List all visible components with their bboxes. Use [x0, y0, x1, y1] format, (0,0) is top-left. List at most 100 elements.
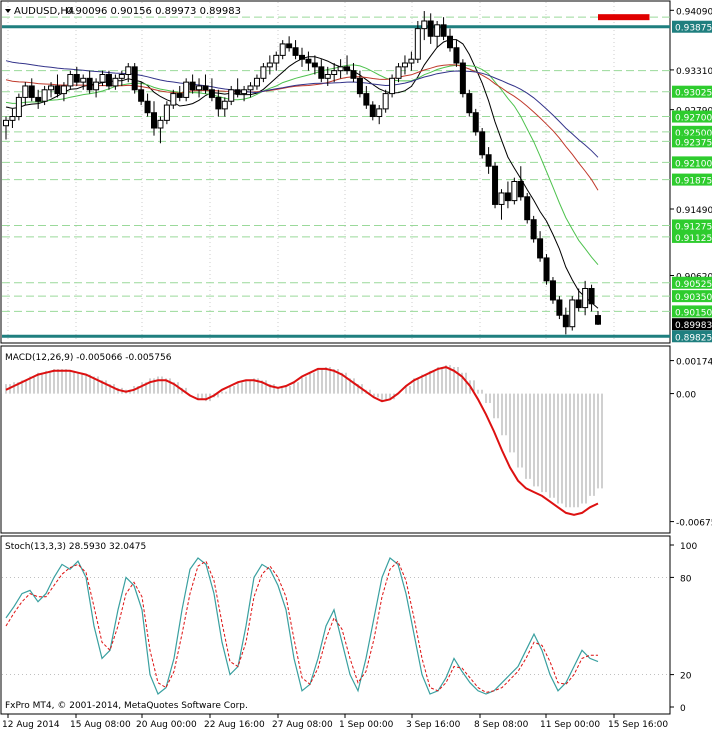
candle-body [144, 100, 151, 114]
candle-body [176, 93, 183, 98]
level-price-box [672, 85, 712, 98]
candle-body [311, 62, 318, 68]
candle-body [427, 20, 434, 37]
level-price-box [672, 276, 712, 289]
candle-body [54, 85, 61, 95]
price-grid [7, 2, 615, 342]
candle-body [524, 196, 531, 221]
price-axis: 0.940900.938750.933100.930250.927900.927… [670, 7, 712, 343]
candle-body [414, 28, 421, 60]
candle-body [382, 93, 389, 110]
candle-body [549, 280, 556, 301]
candle-body [530, 219, 537, 240]
time-tick-label: 15 Sep 16:00 [608, 720, 668, 730]
sr-price-label: 0.89825 [675, 333, 712, 343]
candle-body [434, 24, 441, 37]
ma-blue-line [5, 60, 599, 158]
candle-body [208, 89, 215, 98]
candle-body [22, 85, 29, 98]
candle-body [86, 77, 93, 91]
sr-price-box [672, 330, 712, 343]
level-price-label: 0.91275 [675, 222, 712, 232]
candle-body [183, 81, 190, 98]
stoch-tick-label: 0 [680, 704, 686, 714]
level-price-box [672, 305, 712, 318]
candle-body [504, 192, 511, 202]
level-price-label: 0.90150 [675, 308, 712, 318]
candle-body [3, 119, 9, 127]
level-price-box [672, 219, 712, 232]
candle-body [260, 66, 267, 79]
candle-body [60, 85, 67, 95]
candle-body [492, 165, 499, 205]
symbol-header: AUDUSD,H4 0.90096 0.90156 0.89973 0.8998… [5, 6, 241, 17]
candle-body [118, 73, 125, 79]
candle-body [376, 108, 383, 118]
candle-body [234, 89, 241, 95]
candle-body [575, 299, 582, 309]
candle-body [331, 70, 338, 75]
candle-body [459, 62, 466, 95]
candle-body [582, 287, 589, 309]
candle-body [286, 43, 293, 49]
stoch-main-line [5, 557, 599, 695]
candle-body [112, 77, 119, 87]
candle-body [202, 85, 209, 91]
candle-body [389, 77, 396, 95]
candle-body [138, 89, 145, 102]
candle-body [401, 62, 408, 68]
stoch-tick-label: 100 [680, 542, 697, 552]
horizontal-levels [2, 16, 670, 338]
candle-body [9, 116, 16, 121]
candle-body [479, 131, 486, 156]
candle-body [588, 287, 595, 305]
candle-body [305, 58, 312, 64]
candle-body [453, 47, 460, 64]
candle-body [408, 58, 415, 64]
candle-body [15, 96, 22, 118]
ohlc-label: 0.90096 0.90156 0.89973 0.89983 [66, 6, 241, 17]
candle-body [253, 77, 260, 87]
time-tick-label: 15 Aug 08:00 [70, 720, 131, 730]
level-price-box [672, 290, 712, 303]
stoch-panel-frame [0, 535, 671, 715]
macd-panel-frame [0, 345, 671, 534]
candle-body [215, 96, 222, 110]
level-price-box [672, 135, 712, 148]
candle-body [318, 66, 325, 79]
candle-body [543, 257, 550, 282]
price-tick-label: 0.94090 [676, 7, 712, 17]
candle-body [363, 93, 370, 106]
level-price-label: 0.92700 [675, 114, 712, 124]
candle-body [35, 96, 42, 102]
dropdown-triangle-icon[interactable] [5, 9, 11, 13]
stoch-tick-label: 80 [680, 574, 692, 584]
time-tick-label: 8 Sep 08:00 [474, 720, 529, 730]
time-tick-label: 11 Sep 00:00 [540, 720, 600, 730]
candle-body [537, 238, 544, 259]
red-zone [598, 14, 650, 21]
level-price-label: 0.90350 [675, 293, 712, 303]
candle-body [189, 81, 196, 91]
time-tick-label: 22 Aug 16:00 [204, 720, 265, 730]
candle-body [350, 70, 357, 79]
macd-tick-label: -0.006756 [676, 519, 712, 529]
candle-body [344, 66, 351, 72]
candle-body [369, 104, 376, 118]
candle-body [273, 54, 280, 64]
candle-body [337, 66, 344, 72]
time-tick-label: 1 Sep 00:00 [339, 720, 394, 730]
macd-tick-label: 0.001741 [676, 358, 712, 368]
candle-body [569, 299, 576, 328]
copyright-label: FxPro MT4, © 2001-2014, MetaQuotes Softw… [5, 701, 248, 711]
stoch-label: Stoch(13,3,3) 28.5930 32.0475 [5, 542, 146, 552]
candle-body [356, 77, 363, 95]
candle-body [292, 47, 299, 56]
candle-body [421, 20, 428, 30]
stoch-axis: 100 80 20 0 [670, 542, 697, 714]
candle-body [511, 180, 518, 202]
price-tick-label: 0.91490 [676, 206, 712, 216]
current-price-box [672, 318, 712, 331]
level-price-box [672, 125, 712, 138]
